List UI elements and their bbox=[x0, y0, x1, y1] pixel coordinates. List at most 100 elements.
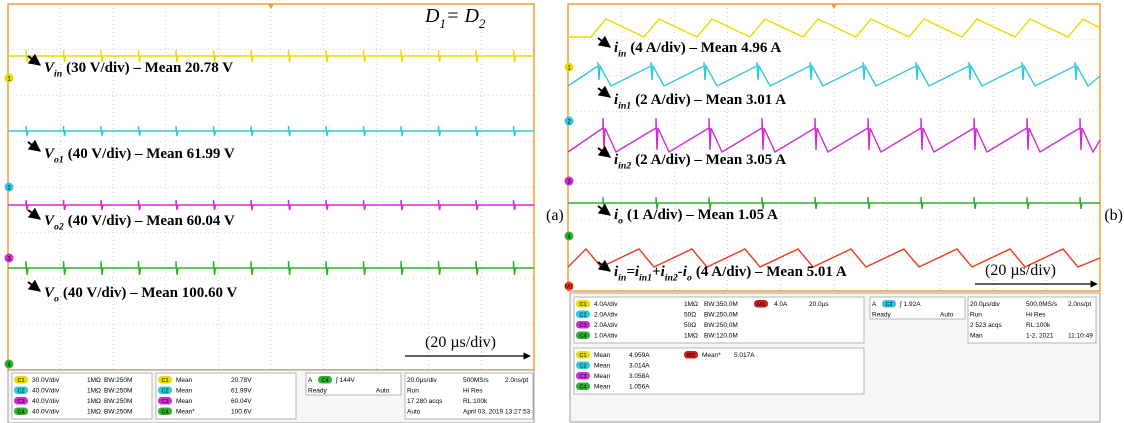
scope-screen bbox=[8, 4, 534, 370]
info-text: A bbox=[872, 301, 877, 308]
info-text: 500,0MS/s bbox=[1026, 301, 1058, 308]
info-text: Mean* bbox=[702, 352, 721, 359]
info-text: 3.058A bbox=[629, 373, 650, 380]
info-text: 5.017A bbox=[734, 352, 755, 359]
info-text: Mean bbox=[176, 388, 193, 395]
channel-badge-label: C3 bbox=[579, 374, 586, 380]
info-text: 13:27:53 bbox=[505, 409, 531, 416]
channel-badge-label: M1 bbox=[757, 302, 765, 308]
info-text: 40.0V/div bbox=[32, 409, 60, 416]
label-part: D bbox=[424, 5, 440, 27]
channel-badge-label: C2 bbox=[161, 389, 168, 395]
info-text: 20.78V bbox=[231, 377, 252, 384]
label-part: in2 bbox=[618, 161, 631, 172]
channel-badge-label: C4 bbox=[161, 410, 168, 416]
info-text: 4.0A/div bbox=[594, 301, 618, 308]
label-part: (4 A/div) – Mean 5.01 A bbox=[696, 264, 847, 280]
info-text: 61.99V bbox=[231, 388, 252, 395]
info-text: Hi Res bbox=[1026, 312, 1046, 319]
info-text: 50Ω bbox=[684, 312, 696, 319]
channel-badge-label: C2 bbox=[579, 364, 586, 370]
info-text: 4.959A bbox=[629, 352, 650, 359]
info-text: Mean bbox=[176, 398, 193, 405]
info-text: BW:250,0M bbox=[704, 312, 738, 319]
info-text: 40.0V/div bbox=[32, 398, 60, 405]
info-text: BW:250M bbox=[104, 398, 132, 405]
info-text: 60.04V bbox=[231, 398, 252, 405]
info-text: ∫ 144V bbox=[335, 377, 355, 384]
label-part: in bbox=[54, 69, 62, 80]
label-part: (2 A/div) – Mean 3.01 A bbox=[635, 92, 786, 108]
info-text: Hi Res bbox=[463, 388, 483, 395]
info-text: BW:250,0M bbox=[704, 322, 738, 329]
channel-badge-label: C1 bbox=[161, 378, 168, 384]
info-text: Mean bbox=[594, 363, 611, 370]
label-part: in2 bbox=[665, 273, 678, 284]
info-text: 1.0A/div bbox=[594, 333, 618, 340]
label-part: =i bbox=[626, 264, 640, 280]
channel-badge-label: C3 bbox=[161, 399, 168, 405]
label-part: = D bbox=[446, 5, 479, 27]
channel-badge-label: C4 bbox=[579, 385, 586, 391]
channel-badge-label: C4 bbox=[321, 378, 328, 384]
right-panel: iin(4 A/div) – Mean 4.96 Aiin1(2 A/div) … bbox=[565, 4, 1101, 422]
label-part: o bbox=[618, 216, 623, 227]
info-text: 1MΩ bbox=[87, 377, 101, 384]
info-text: 40.0V/div bbox=[32, 388, 60, 395]
label-part: 2 bbox=[479, 16, 486, 31]
info-text: 1-2, 2021 bbox=[1026, 333, 1054, 340]
info-text: Mean bbox=[594, 373, 611, 380]
info-text: 30.0V/div bbox=[32, 377, 60, 384]
info-text: A bbox=[308, 377, 313, 384]
channel-badge-label: C1 bbox=[579, 302, 586, 308]
info-text: 2 523 acqs bbox=[970, 322, 1003, 329]
channel-badge-label: C1 bbox=[17, 378, 24, 384]
info-text: BW:250M bbox=[104, 377, 132, 384]
label-part: o bbox=[54, 294, 59, 305]
label-part: (1 A/div) – Mean 1.05 A bbox=[627, 207, 778, 223]
info-text: BW:250M bbox=[104, 409, 132, 416]
info-text: Ready bbox=[308, 388, 328, 395]
info-text: BW:120,0M bbox=[704, 333, 738, 340]
label-part: in1 bbox=[618, 101, 631, 112]
info-text: 3.014A bbox=[629, 363, 650, 370]
label-part: in1 bbox=[639, 273, 652, 284]
info-text: BW:350,0M bbox=[704, 301, 738, 308]
info-text: 2.0ns/pt bbox=[1068, 301, 1091, 308]
label-part: o2 bbox=[54, 222, 64, 233]
channel-badge-label: C2 bbox=[579, 313, 586, 319]
info-text: Auto bbox=[407, 409, 421, 416]
info-text: 50Ω bbox=[684, 322, 696, 329]
info-text: BW:250M bbox=[104, 388, 132, 395]
ground-marker-label: M1 bbox=[565, 285, 574, 291]
panel-caption: (b) bbox=[1104, 207, 1123, 224]
info-text: Mean* bbox=[176, 409, 195, 416]
info-text: Mean bbox=[594, 384, 611, 391]
info-text: Mean bbox=[594, 352, 611, 359]
panel-caption: (a) bbox=[546, 207, 564, 224]
info-text: 2.0A/div bbox=[594, 322, 618, 329]
info-text: 1MΩ bbox=[684, 333, 698, 340]
label-part: (4 A/div) – Mean 4.96 A bbox=[630, 40, 781, 56]
info-text: 17 280 acqs bbox=[407, 398, 443, 405]
label-part: o bbox=[687, 273, 692, 284]
info-text: Mean bbox=[176, 377, 193, 384]
info-text: RL:100k bbox=[1026, 322, 1051, 329]
channel-badge-label: C4 bbox=[579, 334, 586, 340]
info-text: ∫ 1.92A bbox=[899, 301, 921, 308]
label-part: in bbox=[618, 273, 626, 284]
info-text: RL:100k bbox=[463, 398, 488, 405]
channel-badge-label: C2 bbox=[17, 389, 24, 395]
label-part: in bbox=[618, 49, 626, 60]
info-text: 20.0µs/div bbox=[970, 301, 1001, 308]
info-text: Run bbox=[407, 388, 419, 395]
info-text: 100.6V bbox=[231, 409, 252, 416]
channel-badge-label: C2 bbox=[885, 302, 892, 308]
info-text: 11:10:49 bbox=[1068, 333, 1093, 340]
channel-badge-label: C3 bbox=[579, 323, 586, 329]
info-text: April 03, 2019 bbox=[463, 409, 503, 416]
info-text: 1MΩ bbox=[87, 388, 101, 395]
info-text: 1MΩ bbox=[684, 301, 698, 308]
info-text: Auto bbox=[940, 312, 954, 319]
info-text: 20.0µs/div bbox=[407, 377, 438, 384]
